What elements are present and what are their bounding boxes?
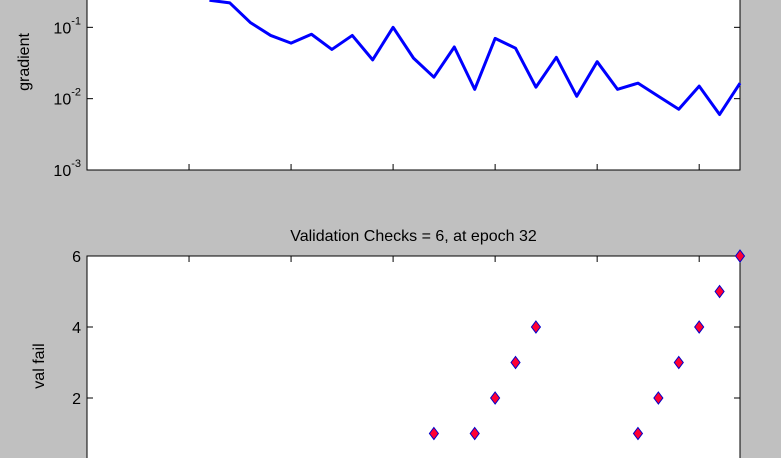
y-tick-label: 6 — [72, 249, 81, 266]
y-tick-label: 10-2 — [53, 87, 81, 109]
y-tick-label: 2 — [72, 391, 81, 408]
chart-title: Validation Checks = 6, at epoch 32 — [290, 228, 537, 245]
val-fail-marker — [530, 320, 542, 334]
val-fail-marker — [653, 391, 664, 405]
val-fail-marker — [673, 355, 684, 370]
val-fail-marker — [490, 391, 501, 405]
val-fail-marker — [734, 249, 746, 263]
y-tick-label: 4 — [72, 320, 81, 337]
val-fail-marker — [428, 426, 440, 441]
y-tick-label: 10-1 — [53, 15, 81, 37]
y-tick-label: 10-3 — [53, 158, 81, 180]
y-axis-label: gradient — [16, 33, 33, 91]
val-fail-marker — [714, 284, 725, 299]
y-axis-label: val fail — [31, 343, 48, 388]
val-fail-marker — [510, 355, 521, 370]
val-fail-marker — [694, 320, 705, 334]
val-fail-marker — [632, 426, 644, 441]
axes-background — [86, 255, 741, 458]
gradient-line — [209, 0, 742, 116]
val-fail-marker — [469, 426, 480, 441]
